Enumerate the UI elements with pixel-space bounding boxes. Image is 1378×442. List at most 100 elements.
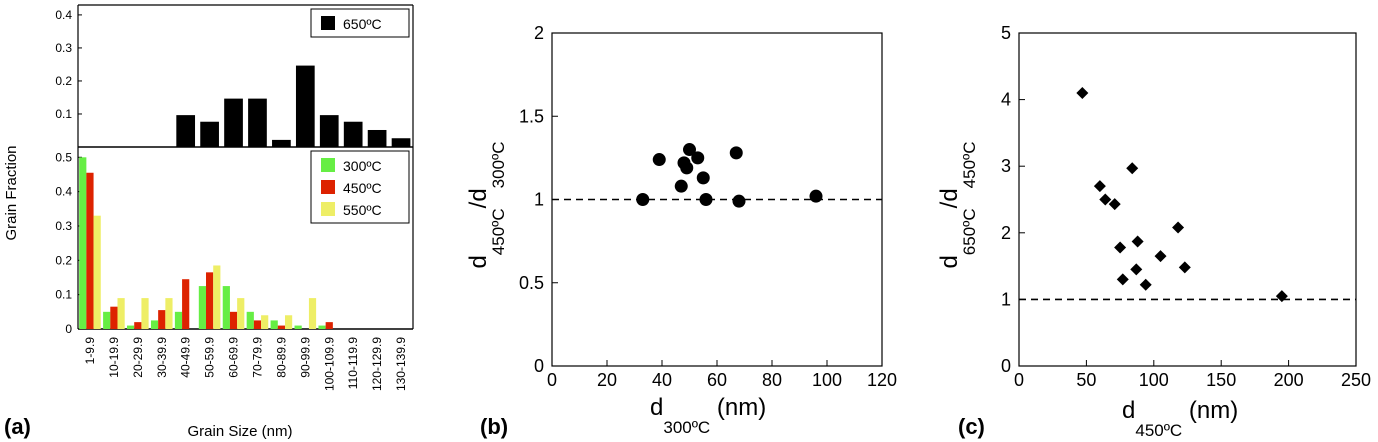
- data-point-9: [699, 193, 713, 206]
- data-point-14: [1275, 290, 1288, 303]
- y-tick-label: 0.1: [55, 288, 72, 302]
- bar-300-c-10-19-9: [103, 311, 111, 329]
- bar-300-c-70-79-9: [246, 311, 254, 329]
- data-point-5: [680, 161, 694, 175]
- bar-650-c-100-109-9: [319, 115, 339, 148]
- bar-650-c-60-69-9: [224, 98, 243, 148]
- bar-650-c-90-99-9: [295, 65, 315, 148]
- bar-450-c-30-39-9: [158, 310, 166, 329]
- x-tick-label: 20: [597, 370, 617, 390]
- bar-550-c-70-79-9: [261, 315, 269, 329]
- bar-450-c-100-109-9: [325, 322, 333, 329]
- bar-450-c-70-79-9: [253, 320, 262, 329]
- bar-450-c-50-59-9: [206, 272, 214, 329]
- legend-label-450-c: 450ºC: [343, 180, 382, 196]
- y-tick-label: 5: [1001, 23, 1011, 43]
- bar-450-c-40-49-9: [182, 279, 190, 329]
- histogram-300-450-550c: 0 0.1 0.2 0.3 0.4 0.5 300ºC 450ºC 550ºC 1-9.9 10-1…: [55, 147, 414, 391]
- panel-label-c: (c): [958, 414, 985, 439]
- x-tick-label: 250: [1341, 370, 1371, 390]
- y-tick-label: 0.4: [55, 8, 72, 22]
- y-tick-label: 4: [1001, 90, 1011, 110]
- x-tick-label: 0: [1014, 370, 1024, 390]
- bar-450-c-1-9-9: [86, 172, 94, 329]
- data-point-11: [1154, 250, 1167, 263]
- bar-650-c-80-89-9: [272, 139, 291, 148]
- y-tick-label: 0.5: [55, 150, 72, 164]
- plot-frame: [1018, 32, 1357, 367]
- data-point-3: [1099, 193, 1112, 206]
- legend: 300ºC 450ºC 550ºC: [310, 150, 410, 224]
- data-point-6: [683, 143, 696, 157]
- data-point-7: [691, 151, 705, 165]
- data-point-12: [1172, 221, 1185, 234]
- bar-300-c-20-29-9: [127, 325, 135, 329]
- data-point-12: [809, 189, 823, 203]
- bar-300-c-1-9-9: [79, 157, 87, 329]
- bar-650-c-50-59-9: [200, 121, 219, 148]
- legend-label-300-c: 300ºC: [343, 158, 382, 174]
- bar-300-c-90-99-9: [294, 325, 302, 329]
- data-point-4: [1108, 198, 1121, 211]
- panel-label-b: (b): [480, 414, 508, 439]
- data-point-9: [1130, 263, 1143, 276]
- x-tick-label-80-89-9: 80-89.9: [274, 337, 288, 378]
- x-tick-label-60-69-9: 60-69.9: [227, 337, 241, 378]
- bar-550-c-10-19-9: [117, 298, 125, 329]
- y-tick-label: 0.5: [519, 273, 544, 293]
- x-axis-label: d300ºC (nm): [650, 394, 766, 437]
- x-tick-label: 60: [707, 370, 727, 390]
- bar-550-c-80-89-9: [284, 315, 293, 329]
- data-point-8: [696, 171, 710, 185]
- bar-650-c-120-129-9: [367, 129, 387, 148]
- x-tick-label-1-9-9: 1-9.9: [83, 337, 97, 365]
- x-tick-label-30-39-9: 30-39.9: [155, 337, 169, 378]
- data-point-11: [732, 194, 746, 208]
- x-tick-label-70-79-9: 70-79.9: [250, 337, 264, 378]
- data-point-7: [1126, 162, 1139, 175]
- x-axis-label-grain-size: Grain Size (nm): [187, 423, 292, 440]
- bar-650-c-70-79-9: [248, 98, 267, 148]
- x-tick-label-130-139-9: 130-139.9: [394, 337, 408, 391]
- y-tick-label: 2: [534, 23, 544, 43]
- data-point-6: [1116, 273, 1129, 286]
- y-tick-label: 1: [1001, 289, 1011, 309]
- data-point-1: [636, 193, 650, 206]
- legend: 650ºC: [310, 8, 410, 38]
- y-tick-label: 2: [1001, 223, 1011, 243]
- bar-300-c-40-49-9: [174, 311, 183, 329]
- bar-650-c-40-49-9: [176, 115, 196, 148]
- y-axis-label: d450ºC/d300ºC: [465, 141, 508, 268]
- data-point-1: [1076, 86, 1089, 99]
- y-tick-label: 0: [534, 356, 544, 376]
- legend-label-550-c: 550ºC: [343, 202, 382, 218]
- data-point-13: [1178, 261, 1191, 274]
- bar-550-c-30-39-9: [165, 298, 173, 329]
- x-tick-label: 100: [1139, 370, 1169, 390]
- data-point-2: [652, 153, 666, 167]
- panel-b-scatter: (b) 0 20 40 60 80 100 120 0 0.5 1 1.5 2 d300ºC (nm) d…: [465, 23, 897, 439]
- bar-550-c-60-69-9: [237, 298, 245, 329]
- data-point-5: [1114, 241, 1127, 254]
- legend-swatch-300-c: [321, 158, 335, 172]
- bar-450-c-60-69-9: [229, 311, 238, 329]
- x-tick-label-110-119-9: 110-119.9: [346, 337, 360, 390]
- x-tick-label-100-109-9: 100-109.9: [322, 337, 336, 391]
- legend-label-650-c: 650ºC: [343, 16, 382, 32]
- y-tick-label: 1: [534, 190, 544, 210]
- panel-a-histograms: 0.1 0.2 0.3 0.4 650ºC 0 0.1 0.2 0.3 0.4 0.5 300ºC 4…: [3, 4, 414, 440]
- legend-swatch-650-c: [321, 16, 335, 30]
- bar-550-c-50-59-9: [213, 265, 221, 329]
- bar-650-c-110-119-9: [343, 121, 363, 148]
- x-tick-label: 150: [1206, 370, 1236, 390]
- x-tick-label-120-129-9: 120-129.9: [370, 337, 384, 391]
- y-tick-label: 3: [1001, 156, 1011, 176]
- bar-300-c-30-39-9: [150, 320, 159, 329]
- x-tick-label: 40: [652, 370, 672, 390]
- histogram-650c: 0.1 0.2 0.3 0.4 650ºC: [55, 4, 414, 148]
- bar-300-c-80-89-9: [270, 320, 278, 329]
- x-tick-label: 50: [1076, 370, 1096, 390]
- y-tick-label: 1.5: [519, 106, 544, 126]
- bar-650-c-130-139-9: [391, 138, 411, 148]
- bar-450-c-80-89-9: [277, 325, 285, 329]
